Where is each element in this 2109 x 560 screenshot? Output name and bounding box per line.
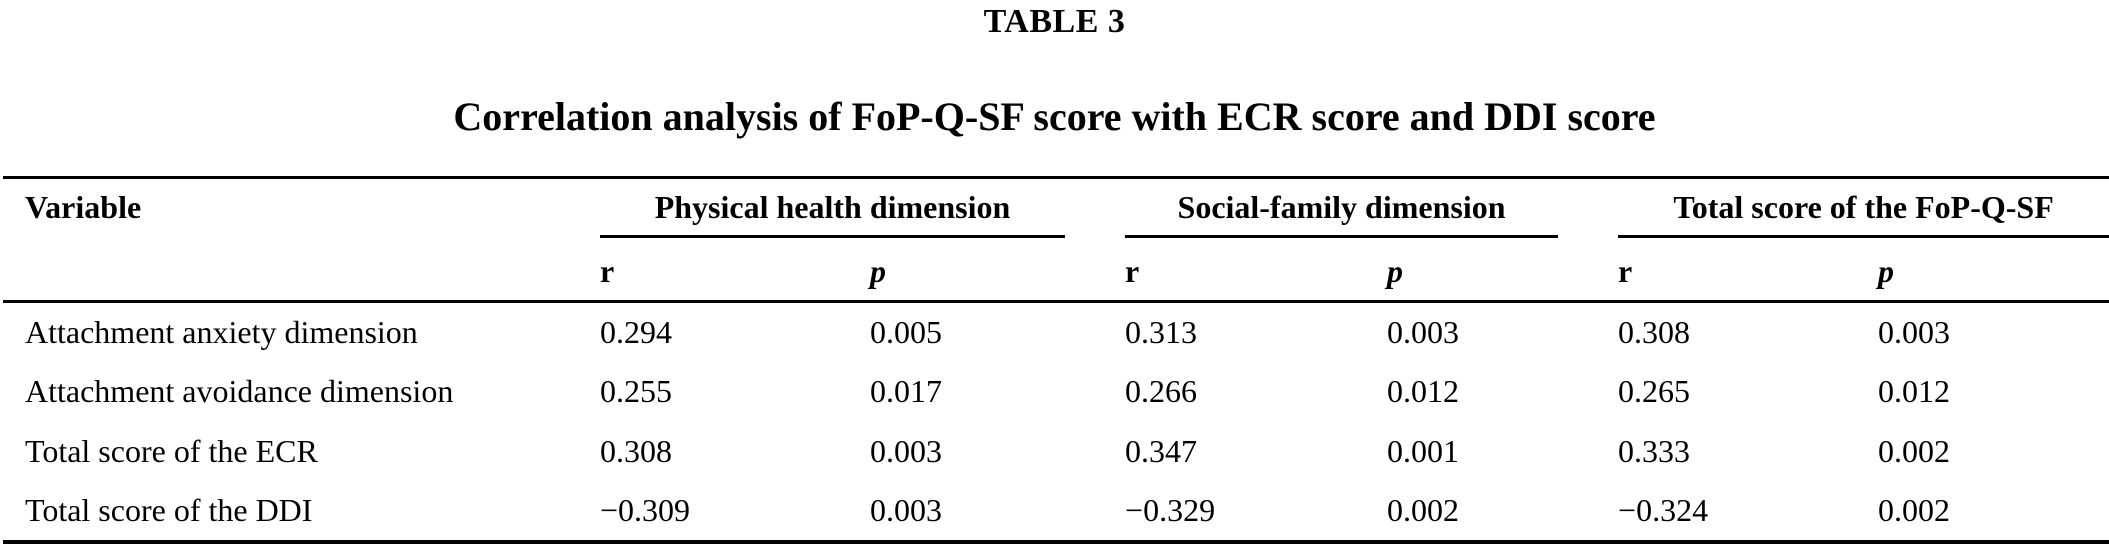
group-header-cell-physical: Physical health dimension: [600, 178, 1125, 244]
p-value-cell: 0.005: [870, 313, 942, 350]
row-label: Attachment anxiety dimension: [25, 313, 418, 350]
p-value-cell: 0.002: [1878, 492, 1951, 528]
table-body: Attachment anxiety dimension 0.294 0.005…: [3, 302, 2109, 542]
table-row: Attachment anxiety dimension 0.294 0.005…: [3, 302, 2109, 362]
r-value-cell: 0.313: [1125, 313, 1198, 350]
r-value-cell: 0.294: [600, 313, 672, 350]
table-number: TABLE 3: [983, 3, 1126, 40]
group-header-social-family-dimension: Social-family dimension: [1125, 189, 1559, 238]
r-value-cell: 0.265: [1618, 373, 1691, 409]
p-value-cell: 0.003: [1387, 313, 1460, 350]
r-value-cell: −0.309: [600, 492, 691, 528]
column-header-p-total: p: [1878, 253, 1895, 289]
p-value-cell: 0.003: [1878, 313, 1951, 350]
p-value-cell: 0.012: [1387, 373, 1460, 409]
r-value-cell: 0.308: [1618, 313, 1691, 350]
correlation-table: Variable Physical health dimension Socia…: [3, 176, 2109, 544]
r-value-cell: 0.266: [1125, 373, 1198, 409]
row-label: Total score of the DDI: [25, 492, 313, 528]
column-header-p-physical: p: [870, 253, 886, 289]
column-header-r-total: r: [1618, 253, 1633, 289]
group-header-row: Variable Physical health dimension Socia…: [3, 178, 2109, 244]
table-row: Attachment avoidance dimension 0.255 0.0…: [3, 362, 2109, 422]
r-value-cell: −0.324: [1618, 492, 1709, 528]
table-header: Variable Physical health dimension Socia…: [3, 178, 2109, 302]
p-value-cell: 0.017: [870, 373, 942, 409]
stat-header-row: r p r p r p: [3, 244, 2109, 302]
table-row: Total score of the DDI −0.309 0.003 −0.3…: [3, 482, 2109, 542]
p-value-cell: 0.012: [1878, 373, 1951, 409]
r-value-cell: 0.308: [600, 433, 672, 469]
p-value-cell: 0.003: [870, 492, 942, 528]
p-value-cell: 0.002: [1878, 433, 1951, 469]
r-value-cell: 0.255: [600, 373, 672, 409]
column-header-p-social: p: [1387, 253, 1404, 289]
column-header-variable: Variable: [25, 189, 142, 225]
row-label: Total score of the ECR: [25, 433, 318, 469]
table-caption: Correlation analysis of FoP-Q-SF score w…: [453, 94, 1656, 139]
p-value-cell: 0.003: [870, 433, 942, 469]
group-header-cell-social: Social-family dimension: [1125, 178, 1618, 244]
group-header-physical-health-dimension: Physical health dimension: [600, 189, 1066, 238]
column-header-r-physical: r: [600, 253, 615, 289]
r-value-cell: 0.333: [1618, 433, 1691, 469]
table-row: Total score of the ECR 0.308 0.003 0.347…: [3, 422, 2109, 482]
group-header-cell-total: Total score of the FoP-Q-SF: [1618, 178, 2109, 244]
r-value-cell: 0.347: [1125, 433, 1198, 469]
p-value-cell: 0.001: [1387, 433, 1460, 469]
r-value-cell: −0.329: [1125, 492, 1216, 528]
p-value-cell: 0.002: [1387, 492, 1460, 528]
row-label: Attachment avoidance dimension: [25, 373, 454, 409]
column-header-r-social: r: [1125, 253, 1140, 289]
group-header-total-score-fop-q-sf: Total score of the FoP-Q-SF: [1618, 189, 2109, 238]
